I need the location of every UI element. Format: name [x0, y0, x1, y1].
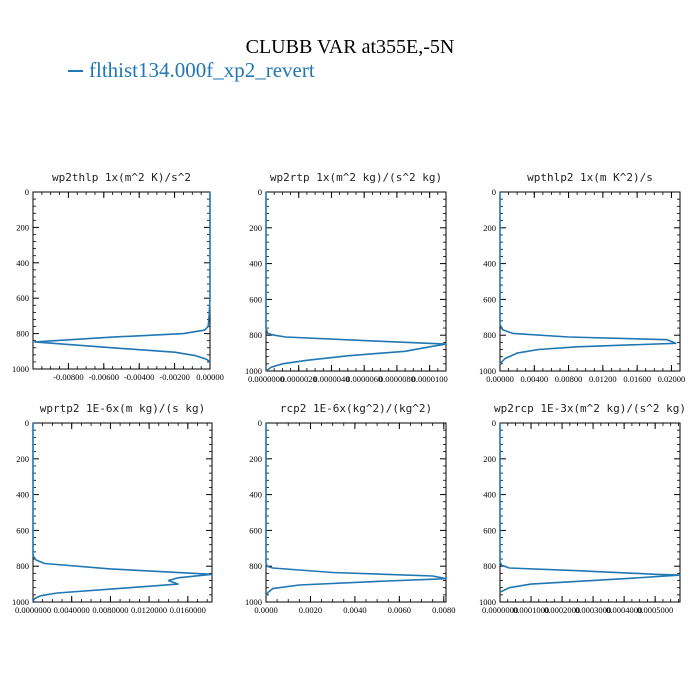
x-tick-label: 0.0160000: [170, 605, 206, 615]
y-tick-label: 0: [258, 187, 262, 197]
subplot-1: wp2thlp 1x(m^2 K)/s^2 0 200 400 600 800 1000 -0…: [12, 171, 224, 382]
y-tick-label: 800: [249, 561, 262, 571]
y-tick-label: 800: [483, 330, 496, 340]
x-tick-label: 0.0060: [388, 605, 411, 615]
plot-frame: [499, 422, 681, 603]
y-tick-label: 0: [25, 418, 29, 428]
y-tick-label: 1000: [479, 366, 496, 376]
series-line: [265, 192, 447, 372]
subplot-title: wp2rcp 1E-3x(m^2 kg)/(s^2 kg): [494, 402, 686, 415]
subplot-title: wprtp2 1E-6x(m kg)/(s kg): [40, 402, 206, 415]
y-tick-label: 0: [492, 418, 496, 428]
subplot-title: wp2thlp 1x(m^2 K)/s^2: [52, 171, 191, 184]
series-line: [32, 423, 213, 602]
x-tick-label: 0.00800: [555, 374, 583, 384]
y-tick-label: 1000: [479, 597, 496, 607]
y-tick-label: 1000: [12, 597, 29, 607]
y-tick-label: 200: [249, 223, 262, 233]
subplot-5: rcp2 1E-6x(kg^2)/(kg^2) 0 200 400 600 800 1000…: [245, 402, 455, 615]
y-tick-label: 800: [16, 329, 29, 339]
y-tick-label: 0: [25, 187, 29, 197]
x-tick-label: 0.01600: [623, 374, 651, 384]
x-tick-label: -0.00800: [53, 372, 83, 382]
x-tick-label: 0.0005000: [637, 605, 673, 615]
x-tick-label: 0.0000080: [379, 374, 415, 384]
series-line: [499, 423, 681, 593]
plot-frame: [32, 191, 211, 370]
legend-label: flthist134.000f_xp2_revert: [89, 58, 315, 82]
y-tick-label: 400: [16, 258, 29, 268]
y-tick-label: 400: [483, 259, 496, 269]
plot-frame: [32, 422, 213, 603]
y-tick-label: 400: [16, 490, 29, 500]
x-tick-label: 0.0003000: [575, 605, 611, 615]
subplot-3: wpthlp2 1x(m K^2)/s020040060080010000.00…: [479, 171, 685, 384]
y-tick-label: 0: [258, 418, 262, 428]
y-tick-label: 200: [483, 223, 496, 233]
x-tick-label: 0.0000060: [346, 374, 382, 384]
x-tick-label: 0.0002000: [544, 605, 580, 615]
x-tick-label: 0.0000000: [15, 605, 51, 615]
x-tick-label: 0.02000: [658, 374, 686, 384]
y-tick-label: 600: [249, 525, 262, 535]
x-tick-label: 0.0001000: [513, 605, 549, 615]
series-line: [265, 423, 447, 597]
x-tick-label: 0.0120000: [131, 605, 167, 615]
x-tick-label: 0.0000: [254, 605, 277, 615]
x-tick-label: -0.00400: [124, 372, 154, 382]
subplot-4: wprtp2 1E-6x(m kg)/(s kg) 0 200 400 600 800 10…: [12, 402, 213, 615]
x-tick-label: -0.00600: [89, 372, 119, 382]
subplot-title: wp2rtp 1x(m^2 kg)/(s^2 kg): [270, 171, 442, 184]
x-tick-label: 0.0004000: [606, 605, 642, 615]
y-tick-label: 600: [483, 525, 496, 535]
x-tick-label: 0.0020: [299, 605, 322, 615]
y-tick-label: 400: [249, 490, 262, 500]
y-tick-label: 600: [249, 294, 262, 304]
legend: flthist134.000f_xp2_revert: [68, 58, 315, 83]
x-tick-label: 0.00000: [486, 374, 514, 384]
y-tick-label: 1000: [245, 597, 262, 607]
y-tick-label: 0: [492, 187, 496, 197]
y-tick-label: 800: [483, 561, 496, 571]
y-tick-label: 800: [249, 330, 262, 340]
y-tick-label: 600: [483, 294, 496, 304]
y-tick-label: 400: [249, 259, 262, 269]
legend-line-icon: [68, 70, 83, 73]
x-tick-label: 0.01200: [589, 374, 617, 384]
y-tick-label: 1000: [12, 364, 29, 374]
x-tick-label: -0.00200: [159, 372, 189, 382]
y-tick-label: 200: [249, 454, 262, 464]
x-tick-label: 0.0000040: [313, 374, 349, 384]
x-tick-label: 0.0000000: [482, 605, 518, 615]
x-tick-label: 0.0080000: [92, 605, 128, 615]
x-tick-label: 0.0000000: [248, 374, 284, 384]
y-tick-label: 1000: [245, 366, 262, 376]
plot-frame: [265, 191, 447, 372]
y-tick-label: 600: [16, 293, 29, 303]
y-tick-label: 600: [16, 525, 29, 535]
y-tick-label: 400: [483, 490, 496, 500]
subplot-title: rcp2 1E-6x(kg^2)/(kg^2): [280, 402, 432, 415]
page-title: CLUBB VAR at355E,-5N: [245, 36, 455, 58]
y-tick-label: 200: [16, 222, 29, 232]
y-tick-label: 200: [16, 454, 29, 464]
subplot-2: wp2rtp 1x(m^2 kg)/(s^2 kg) 0 200 400 600 800 1…: [245, 171, 448, 384]
x-tick-label: 0.0000100: [412, 374, 448, 384]
series-line: [33, 192, 211, 363]
x-tick-label: 0.0040: [343, 605, 366, 615]
subplot-title: wpthlp2 1x(m K^2)/s: [527, 171, 653, 184]
x-tick-label: 0.00400: [520, 374, 548, 384]
x-tick-label: 0.0040000: [54, 605, 90, 615]
subplot-6: wp2rcp 1E-3x(m^2 kg)/(s^2 kg) 0 200 400 600 8…: [479, 402, 686, 615]
y-tick-label: 800: [16, 561, 29, 571]
series-line: [499, 192, 677, 365]
x-tick-label: 0.0080: [432, 605, 455, 615]
x-tick-label: 0.00000: [196, 372, 224, 382]
y-tick-label: 200: [483, 454, 496, 464]
x-tick-label: 0.0000020: [281, 374, 317, 384]
